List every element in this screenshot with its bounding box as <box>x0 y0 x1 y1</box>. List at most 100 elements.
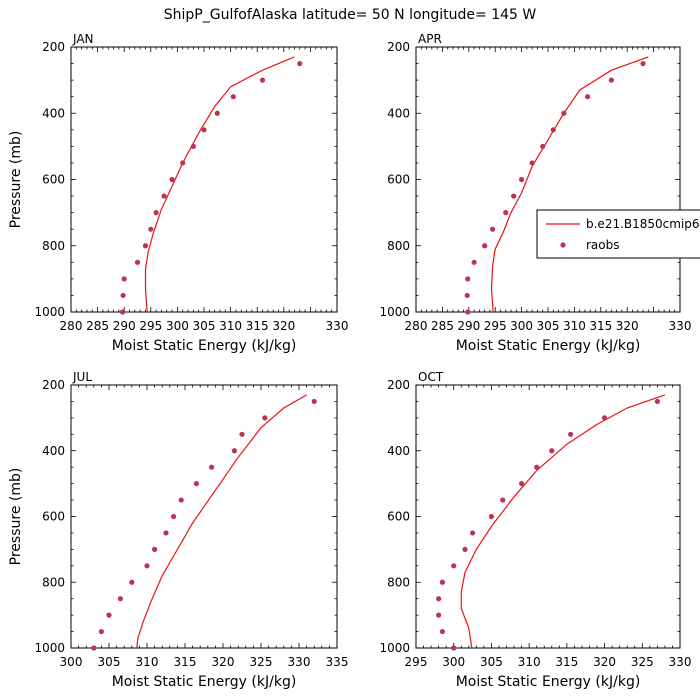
x-tick-label: 310 <box>563 319 586 333</box>
raobs-point <box>214 110 220 116</box>
plot-frame <box>70 46 338 313</box>
y-tick-label: 1000 <box>34 641 65 655</box>
raobs-point <box>297 60 303 67</box>
x-tick-label: 305 <box>193 319 216 333</box>
raobs-point <box>142 243 149 249</box>
x-tick-label: 280 <box>405 319 428 333</box>
raobs-point <box>161 193 167 199</box>
x-axis-label: Moist Static Energy (kJ/kg) <box>456 338 641 354</box>
y-axis-label: Pressure (mb) <box>8 131 24 229</box>
raobs-point <box>152 546 158 552</box>
x-tick-label: 300 <box>60 655 83 669</box>
raobs-point <box>654 398 660 405</box>
x-tick-label: 330 <box>326 319 349 333</box>
y-tick-label: 200 <box>42 378 65 392</box>
x-tick-label: 305 <box>537 319 560 333</box>
raobs-point <box>568 431 574 437</box>
y-tick-label: 800 <box>387 239 410 253</box>
raobs-point <box>169 176 175 183</box>
raobs-point <box>144 563 150 569</box>
raobs-point <box>511 193 517 199</box>
y-tick-label: 400 <box>42 106 65 120</box>
x-tick-label: 330 <box>288 655 311 669</box>
x-tick-label: 320 <box>593 655 616 669</box>
x-tick-label: 300 <box>510 319 533 333</box>
x-tick-label: 320 <box>272 319 295 333</box>
raobs-point <box>482 243 488 249</box>
panel-title: JAN <box>72 32 94 46</box>
model-series-line <box>490 56 649 312</box>
x-tick-label: 320 <box>616 319 639 333</box>
raobs-point <box>190 143 196 149</box>
raobs-point <box>519 481 525 487</box>
raobs-point <box>209 464 215 470</box>
raobs-point <box>106 612 112 618</box>
x-tick-label: 330 <box>669 655 692 669</box>
raobs-point <box>561 110 567 116</box>
y-tick-label: 1000 <box>379 305 410 319</box>
x-tick-label: 315 <box>174 655 197 669</box>
y-tick-label: 400 <box>387 444 410 458</box>
raobs-point <box>439 579 445 585</box>
raobs-point <box>436 596 442 602</box>
raobs-point <box>117 596 123 602</box>
x-tick-label: 285 <box>86 319 109 333</box>
raobs-point <box>451 563 457 569</box>
legend: b.e21.B1850cmip6.f0 raobs <box>536 209 700 259</box>
raobs-point <box>465 276 471 282</box>
raobs-point <box>129 579 135 585</box>
panel-title: JUL <box>72 370 92 384</box>
raobs-point <box>259 77 266 83</box>
y-tick-label: 800 <box>42 575 65 589</box>
raobs-point <box>608 77 614 83</box>
raobs-point <box>503 210 509 216</box>
x-tick-label: 300 <box>442 655 465 669</box>
y-tick-label: 200 <box>387 40 410 54</box>
x-tick-label: 285 <box>431 319 454 333</box>
x-tick-label: 315 <box>246 319 269 333</box>
raobs-point <box>500 497 506 503</box>
x-tick-label: 310 <box>518 655 541 669</box>
raobs-point <box>262 415 268 421</box>
raobs-point <box>230 94 236 100</box>
x-tick-label: 335 <box>326 655 349 669</box>
legend-obs-label: raobs <box>586 238 620 252</box>
y-tick-label: 600 <box>387 510 410 524</box>
x-tick-label: 305 <box>480 655 503 669</box>
x-tick-label: 300 <box>166 319 189 333</box>
x-tick-label: 295 <box>405 655 428 669</box>
x-tick-label: 295 <box>484 319 507 333</box>
raobs-point <box>163 530 169 536</box>
x-axis-label: Moist Static Energy (kJ/kg) <box>112 674 297 690</box>
raobs-point <box>549 448 555 454</box>
raobs-point <box>471 259 477 265</box>
raobs-point <box>193 481 199 487</box>
raobs-point <box>534 464 540 470</box>
raobs-point <box>488 513 495 520</box>
legend-model-label: b.e21.B1850cmip6.f0 <box>586 217 700 231</box>
y-tick-label: 800 <box>387 575 410 589</box>
y-tick-label: 400 <box>387 106 410 120</box>
y-tick-label: 600 <box>42 173 65 187</box>
raobs-point <box>231 448 237 454</box>
panel-jan: JAN 280 285 290 295 300 305 310 315 320 330 200 400 6… <box>8 32 348 354</box>
raobs-point <box>91 645 97 651</box>
x-tick-label: 320 <box>212 655 235 669</box>
y-tick-label: 600 <box>387 173 410 187</box>
x-tick-label: 290 <box>113 319 136 333</box>
y-tick-label: 200 <box>42 40 65 54</box>
plot-frame <box>415 384 681 649</box>
raobs-point <box>153 210 159 216</box>
raobs-point <box>465 309 471 315</box>
panel-title: OCT <box>418 370 444 384</box>
panel-jul: JUL 300 305 310 315 320 325 330 335 200 400 600 800 1… <box>8 370 348 690</box>
raobs-point <box>201 127 207 133</box>
model-series-line <box>144 56 295 312</box>
raobs-point <box>462 546 468 552</box>
raobs-point <box>148 226 154 232</box>
x-tick-label: 310 <box>136 655 159 669</box>
x-tick-label: 330 <box>669 319 692 333</box>
raobs-point <box>489 226 496 232</box>
